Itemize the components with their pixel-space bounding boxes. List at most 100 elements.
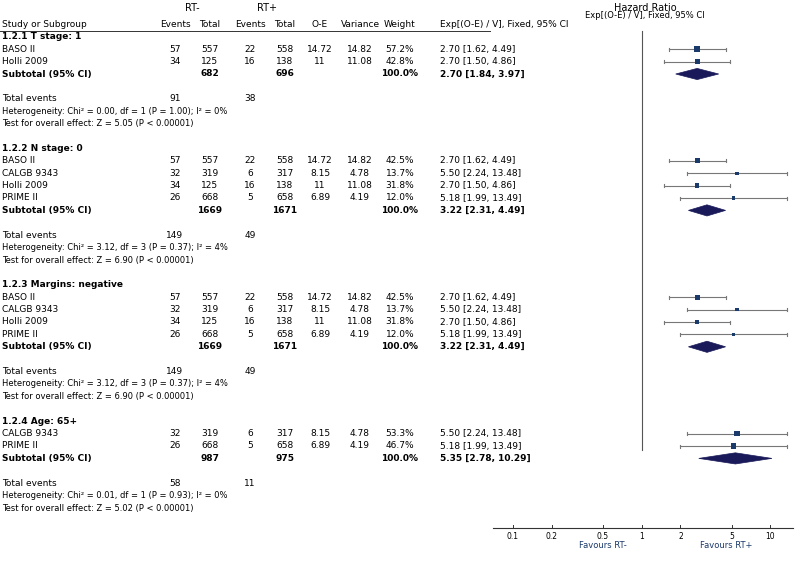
Text: 1.2.2 N stage: 0: 1.2.2 N stage: 0 [2, 144, 82, 153]
Text: 1: 1 [639, 532, 644, 541]
Text: Test for overall effect: Z = 6.90 (P < 0.00001): Test for overall effect: Z = 6.90 (P < 0… [2, 392, 194, 401]
Text: 32: 32 [170, 305, 181, 314]
Text: 2: 2 [678, 532, 682, 541]
Text: 987: 987 [201, 454, 219, 463]
Bar [732, 197, 735, 199]
Text: 682: 682 [201, 70, 219, 79]
Text: 138: 138 [276, 181, 294, 190]
Polygon shape [689, 205, 726, 216]
Text: 668: 668 [202, 330, 218, 339]
Text: 975: 975 [275, 454, 294, 463]
Text: PRIME II: PRIME II [2, 193, 38, 202]
Text: 0.2: 0.2 [546, 532, 558, 541]
Text: Exp[(O-E) / V], Fixed, 95% CI: Exp[(O-E) / V], Fixed, 95% CI [585, 10, 705, 19]
Text: 42.8%: 42.8% [386, 57, 414, 66]
Text: Subtotal (95% CI): Subtotal (95% CI) [2, 454, 92, 463]
Text: CALGB 9343: CALGB 9343 [2, 429, 58, 438]
Text: RT-: RT- [185, 3, 200, 13]
Text: 42.5%: 42.5% [386, 293, 414, 302]
Text: 5: 5 [247, 442, 253, 450]
Text: Heterogeneity: Chi² = 3.12, df = 3 (P = 0.37); I² = 4%: Heterogeneity: Chi² = 3.12, df = 3 (P = … [2, 243, 228, 252]
Text: 57: 57 [170, 44, 181, 54]
Text: Heterogeneity: Chi² = 0.01, df = 1 (P = 0.93); I² = 0%: Heterogeneity: Chi² = 0.01, df = 1 (P = … [2, 491, 227, 500]
Text: 138: 138 [276, 317, 294, 327]
Text: 1.2.3 Margins: negative: 1.2.3 Margins: negative [2, 280, 123, 290]
Text: 14.72: 14.72 [307, 156, 333, 165]
Text: 10: 10 [766, 532, 775, 541]
Text: 4.19: 4.19 [350, 193, 370, 202]
Text: 1671: 1671 [273, 206, 298, 215]
Text: 13.7%: 13.7% [386, 169, 414, 178]
Text: 57: 57 [170, 293, 181, 302]
Text: Heterogeneity: Chi² = 3.12, df = 3 (P = 0.37); I² = 4%: Heterogeneity: Chi² = 3.12, df = 3 (P = … [2, 380, 228, 389]
Text: 557: 557 [202, 293, 218, 302]
Text: 4.78: 4.78 [350, 305, 370, 314]
Text: 32: 32 [170, 169, 181, 178]
Text: 668: 668 [202, 442, 218, 450]
Text: 2.70 [1.50, 4.86]: 2.70 [1.50, 4.86] [440, 317, 516, 327]
Text: 11: 11 [314, 181, 326, 190]
Text: 5.35 [2.78, 10.29]: 5.35 [2.78, 10.29] [440, 454, 530, 463]
Text: Total events: Total events [2, 367, 57, 376]
Text: 34: 34 [170, 57, 181, 66]
Text: 1669: 1669 [198, 343, 222, 351]
Bar [694, 59, 699, 64]
Text: 1.2.1 T stage: 1: 1.2.1 T stage: 1 [2, 32, 82, 41]
Text: 5: 5 [247, 330, 253, 339]
Text: 11: 11 [314, 57, 326, 66]
Bar [735, 172, 738, 175]
Text: Events: Events [234, 20, 266, 29]
Text: 16: 16 [244, 317, 256, 327]
Text: 22: 22 [244, 293, 256, 302]
Bar [694, 46, 700, 52]
Text: 2.70 [1.50, 4.86]: 2.70 [1.50, 4.86] [440, 57, 516, 66]
Text: 8.15: 8.15 [310, 169, 330, 178]
Text: 53.3%: 53.3% [386, 429, 414, 438]
Text: 12.0%: 12.0% [386, 193, 414, 202]
Text: 658: 658 [276, 330, 294, 339]
Text: 5.50 [2.24, 13.48]: 5.50 [2.24, 13.48] [440, 429, 521, 438]
Text: 149: 149 [166, 231, 183, 240]
Text: 5.50 [2.24, 13.48]: 5.50 [2.24, 13.48] [440, 169, 521, 178]
Text: 0.5: 0.5 [597, 532, 609, 541]
Text: Favours RT+: Favours RT+ [699, 541, 752, 550]
Text: 1671: 1671 [273, 343, 298, 351]
Text: 5: 5 [247, 193, 253, 202]
Text: Study or Subgroup: Study or Subgroup [2, 20, 86, 29]
Text: 100.0%: 100.0% [382, 454, 418, 463]
Bar [694, 295, 699, 300]
Text: BASO II: BASO II [2, 44, 35, 54]
Text: Subtotal (95% CI): Subtotal (95% CI) [2, 343, 92, 351]
Text: 558: 558 [276, 44, 294, 54]
Text: Subtotal (95% CI): Subtotal (95% CI) [2, 206, 92, 215]
Bar [694, 158, 699, 163]
Text: BASO II: BASO II [2, 293, 35, 302]
Text: 14.82: 14.82 [347, 44, 373, 54]
Text: 32: 32 [170, 429, 181, 438]
Polygon shape [698, 453, 772, 464]
Text: 2.70 [1.62, 4.49]: 2.70 [1.62, 4.49] [440, 293, 515, 302]
Text: 31.8%: 31.8% [386, 181, 414, 190]
Text: BASO II: BASO II [2, 156, 35, 165]
Text: 16: 16 [244, 181, 256, 190]
Text: 58: 58 [170, 479, 181, 488]
Text: PRIME II: PRIME II [2, 330, 38, 339]
Bar [735, 308, 738, 311]
Text: 11.08: 11.08 [347, 57, 373, 66]
Text: 558: 558 [276, 156, 294, 165]
Text: Test for overall effect: Z = 5.05 (P < 0.00001): Test for overall effect: Z = 5.05 (P < 0… [2, 119, 194, 128]
Text: 100.0%: 100.0% [382, 70, 418, 79]
Text: 317: 317 [276, 169, 294, 178]
Bar [734, 431, 740, 436]
Text: 12.0%: 12.0% [386, 330, 414, 339]
Text: 317: 317 [276, 429, 294, 438]
Text: 57.2%: 57.2% [386, 44, 414, 54]
Text: 2.70 [1.50, 4.86]: 2.70 [1.50, 4.86] [440, 181, 516, 190]
Text: 8.15: 8.15 [310, 305, 330, 314]
Text: 3.22 [2.31, 4.49]: 3.22 [2.31, 4.49] [440, 206, 525, 215]
Text: 22: 22 [244, 156, 256, 165]
Text: 2.70 [1.84, 3.97]: 2.70 [1.84, 3.97] [440, 70, 525, 79]
Bar [732, 333, 735, 336]
Text: Total events: Total events [2, 94, 57, 103]
Text: 5.18 [1.99, 13.49]: 5.18 [1.99, 13.49] [440, 442, 522, 450]
